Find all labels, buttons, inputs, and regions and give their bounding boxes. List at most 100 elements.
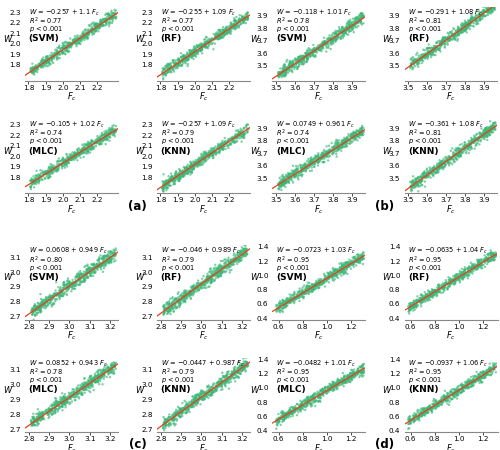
Point [314, 281, 322, 288]
Point [51, 395, 59, 402]
Point [311, 48, 319, 55]
Point [176, 297, 184, 304]
Point [334, 36, 342, 43]
Point [491, 252, 499, 260]
Point [458, 26, 466, 33]
Point [99, 138, 107, 145]
Point [297, 289, 305, 296]
Point [454, 31, 462, 38]
Point [68, 288, 76, 295]
Point [299, 54, 307, 62]
Point [232, 369, 239, 376]
Point [30, 68, 38, 75]
Point [352, 258, 360, 265]
Point [206, 269, 214, 276]
Point [309, 283, 317, 290]
Point [440, 283, 448, 290]
Point [466, 17, 474, 24]
Point [407, 301, 415, 308]
Point [438, 397, 446, 404]
Point [337, 28, 345, 36]
Point [109, 127, 117, 135]
Point [68, 152, 76, 159]
Point [241, 131, 249, 138]
Point [74, 152, 82, 159]
Point [55, 402, 63, 410]
Point [82, 32, 90, 40]
Point [280, 70, 287, 77]
Point [450, 30, 458, 37]
Point [214, 270, 222, 277]
Point [176, 175, 184, 182]
Point [64, 275, 72, 282]
Point [108, 127, 116, 135]
Point [66, 156, 74, 163]
Point [56, 396, 64, 404]
Point [418, 177, 426, 184]
Point [358, 368, 366, 375]
Point [169, 66, 177, 73]
Point [184, 165, 192, 172]
Point [332, 268, 340, 275]
Point [88, 29, 96, 36]
Point [38, 299, 46, 306]
Point [345, 262, 353, 269]
Point [66, 42, 74, 49]
Point [480, 127, 488, 134]
Point [444, 157, 452, 164]
Point [66, 395, 74, 402]
Point [62, 42, 70, 49]
Point [343, 24, 351, 31]
Point [476, 373, 484, 380]
Point [107, 256, 115, 263]
Point [55, 287, 63, 294]
Point [466, 147, 473, 154]
Point [180, 405, 188, 413]
Point [280, 68, 287, 75]
Point [352, 257, 360, 264]
Point [240, 19, 248, 26]
Point [332, 30, 340, 37]
Point [165, 415, 173, 423]
Point [43, 170, 51, 177]
Point [69, 154, 77, 162]
Point [416, 412, 424, 419]
Point [406, 178, 414, 185]
Point [172, 305, 179, 312]
Point [200, 396, 207, 404]
Point [46, 298, 54, 306]
Point [80, 380, 88, 387]
Point [464, 383, 471, 390]
Point [236, 16, 244, 23]
Point [218, 137, 226, 144]
Point [41, 174, 49, 181]
Point [108, 122, 116, 130]
Point [62, 161, 70, 168]
Point [290, 410, 298, 417]
Point [48, 167, 56, 175]
Point [289, 59, 297, 66]
Point [272, 418, 280, 425]
Point [423, 173, 431, 180]
Point [451, 36, 459, 43]
X-axis label: $F_c$: $F_c$ [446, 203, 456, 216]
Point [354, 133, 362, 140]
Text: $R^2$ = 0.79: $R^2$ = 0.79 [160, 128, 194, 140]
Point [202, 149, 210, 157]
Point [48, 293, 56, 300]
Point [280, 67, 288, 74]
Point [192, 47, 200, 54]
Point [52, 50, 60, 57]
Point [461, 383, 469, 391]
Point [484, 130, 492, 137]
Point [473, 135, 481, 142]
Point [436, 165, 444, 172]
Point [486, 128, 494, 135]
Point [476, 374, 484, 381]
Point [74, 270, 82, 278]
Point [181, 56, 189, 63]
Point [76, 275, 84, 283]
Point [309, 395, 317, 402]
Point [482, 256, 490, 264]
Point [342, 26, 350, 33]
